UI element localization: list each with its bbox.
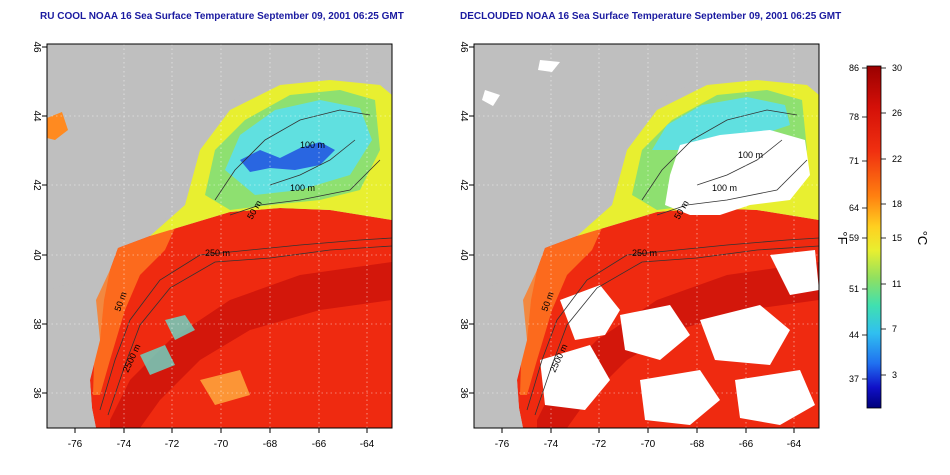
lon-tick-label: -76: [495, 439, 510, 450]
lon-tick-label: -68: [690, 439, 705, 450]
celsius-tick-label: 26: [892, 108, 902, 118]
contour-label: 100 m: [300, 140, 325, 150]
lon-tick-label: -70: [641, 439, 656, 450]
celsius-tick-label: 11: [892, 279, 901, 289]
contour-label: 250 m: [632, 248, 657, 258]
lon-tick-label: -76: [68, 439, 83, 450]
cloud-blob: [165, 315, 195, 340]
gulf-stream: [537, 262, 819, 428]
bathymetry-contour: [656, 159, 808, 216]
fahrenheit-tick-label: 86: [849, 63, 859, 73]
left-map-frame: [46, 43, 393, 429]
lat-tick-label: 42: [31, 179, 42, 191]
bathymetry-contour: [214, 109, 371, 201]
left-map: 100 m 100 m 50 m 250 m 50 m 2500 m -76 -…: [31, 41, 393, 450]
cloud-mask: [538, 60, 560, 72]
lat-tick-label: 44: [31, 110, 42, 122]
coast-land: [474, 280, 527, 428]
fahrenheit-unit-label: °F: [835, 231, 850, 244]
contour-label: 100 m: [290, 183, 315, 193]
lon-tick-label: -66: [312, 439, 327, 450]
right-map: 100 m 100 m 50 m 250 m 50 m 2500 m -76 -…: [458, 41, 820, 450]
lon-tick-label: -66: [739, 439, 754, 450]
celsius-unit-label: °C: [915, 231, 930, 246]
lat-tick-label: 42: [458, 179, 469, 191]
bathymetry-contour: [229, 159, 381, 216]
right-map-title: DECLOUDED NOAA 16 Sea Surface Temperatur…: [460, 11, 842, 22]
lat-tick-label: 40: [458, 249, 469, 261]
celsius-tick-label: 3: [892, 370, 897, 380]
lat-tick-label: 40: [31, 249, 42, 261]
celsius-tick-label: 18: [892, 199, 902, 209]
lat-tick-label: 46: [31, 41, 42, 53]
cloud-mask: [700, 305, 790, 365]
fahrenheit-tick-label: 64: [849, 203, 859, 213]
lat-tick-label: 38: [31, 318, 42, 330]
lon-tick-label: -74: [544, 439, 559, 450]
north-land: [474, 44, 819, 290]
celsius-tick-label: 15: [892, 233, 902, 243]
grid-lines: [47, 44, 392, 428]
bathymetry-contour: [641, 109, 798, 201]
right-map-frame: [473, 43, 820, 429]
lon-tick-label: -72: [592, 439, 607, 450]
celsius-tick-label: 30: [892, 63, 902, 73]
colorbar-gradient: [866, 65, 882, 409]
shelf-water: [93, 228, 175, 395]
lat-tick-label: 36: [31, 387, 42, 399]
cloud-blob: [200, 370, 250, 405]
bathymetry-contour: [107, 245, 392, 416]
contour-label: 100 m: [712, 183, 737, 193]
bathymetry-contour: [534, 245, 819, 416]
right-tick-marks: [469, 46, 795, 433]
lat-tick-label: 38: [458, 318, 469, 330]
lon-tick-label: -64: [360, 439, 375, 450]
contour-label: 250 m: [205, 248, 230, 258]
north-land: [47, 44, 392, 290]
grid-lines: [474, 44, 819, 428]
cloud-mask: [540, 345, 610, 410]
cloud-mask: [482, 90, 500, 106]
lat-tick-label: 44: [458, 110, 469, 122]
celsius-tick-label: 22: [892, 154, 902, 164]
cloud-mask: [560, 285, 620, 340]
fahrenheit-tick-label: 71: [849, 156, 859, 166]
colorbar-ticks: [862, 67, 886, 380]
fahrenheit-tick-label: 37: [849, 374, 859, 384]
fahrenheit-tick-label: 44: [849, 330, 859, 340]
cloud-mask: [640, 370, 720, 425]
lon-tick-label: -68: [263, 439, 278, 450]
coast-land: [47, 280, 100, 428]
gulf-stream: [110, 262, 392, 428]
fahrenheit-tick-label: 59: [849, 233, 859, 243]
contour-label: 100 m: [738, 150, 763, 160]
fahrenheit-tick-label: 78: [849, 112, 859, 122]
left-tick-marks: [42, 46, 368, 433]
cloud-blob: [140, 345, 175, 375]
left-map-title: RU COOL NOAA 16 Sea Surface Temperature …: [40, 11, 404, 22]
cloud-mask: [665, 130, 810, 215]
lat-tick-label: 46: [458, 41, 469, 53]
lat-tick-label: 36: [458, 387, 469, 399]
cloud-mask: [735, 370, 815, 425]
coastal-orange: [47, 112, 68, 140]
cold-cloud-patches: [240, 142, 335, 172]
lon-tick-label: -74: [117, 439, 132, 450]
cloud-mask: [770, 250, 819, 295]
cool-water-cyan: [225, 100, 372, 195]
lon-tick-label: -72: [165, 439, 180, 450]
lon-tick-label: -64: [787, 439, 802, 450]
shelf-water: [520, 228, 602, 395]
celsius-tick-label: 7: [892, 324, 897, 334]
lon-tick-label: -70: [214, 439, 229, 450]
colorbar: 86 78 71 64 59 51 44 37 30 26 22 18 15 1…: [835, 63, 930, 409]
fahrenheit-tick-label: 51: [849, 284, 859, 294]
cloud-mask: [620, 305, 690, 360]
